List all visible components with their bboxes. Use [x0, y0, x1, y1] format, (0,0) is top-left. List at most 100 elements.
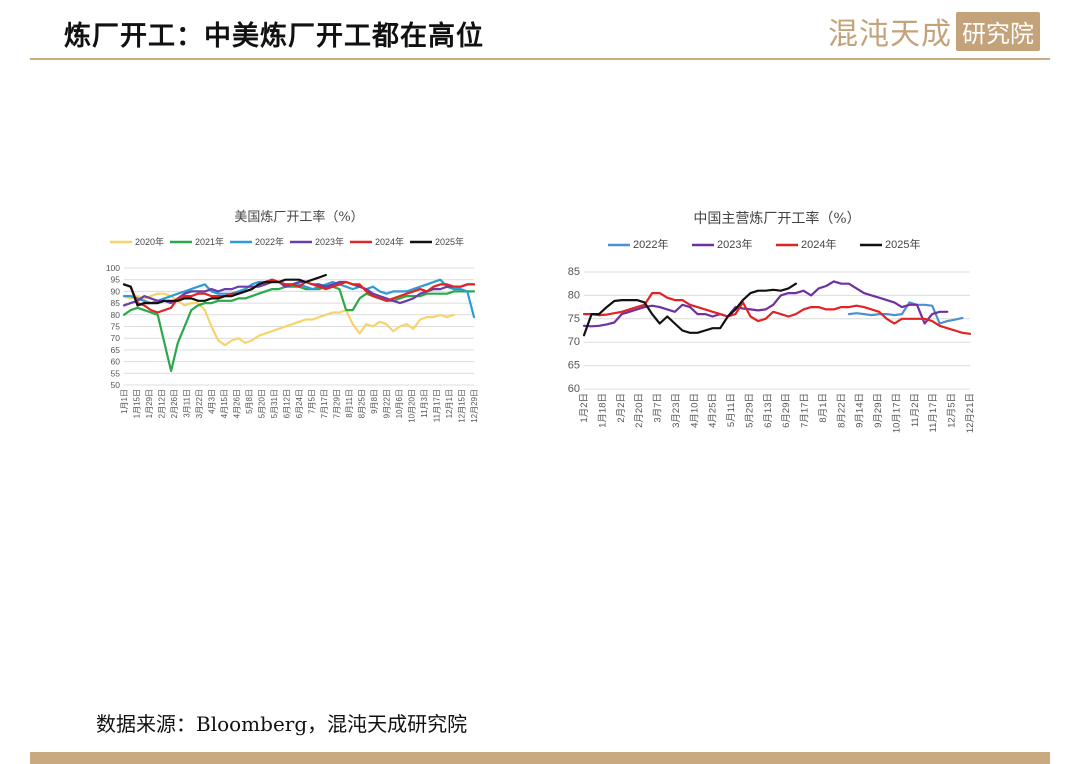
cn-x-tick-label: 12月5日	[947, 393, 958, 428]
cn-legend-label: 2025年	[885, 237, 920, 251]
us-x-tick-label: 8月11日	[345, 389, 354, 418]
us-x-tick-label: 2月26日	[170, 389, 179, 418]
us-x-tick-label: 12月29日	[470, 389, 479, 423]
cn-x-tick-label: 9月29日	[873, 393, 884, 428]
us-series-line-2025年	[122, 273, 327, 307]
footer-bar	[30, 752, 1050, 764]
us-refinery-chart: 美国炼厂开工率（%） 2020年 2021年 2022年 2023年 2024年 2025年…	[96, 195, 496, 445]
china-refinery-chart: 中国主营炼厂开工率（%） 2022年 2023年 2024年 2025年 60 65 70 75…	[540, 195, 990, 445]
china-refinery-chart-svg: 中国主营炼厂开工率（%） 2022年 2023年 2024年 2025年 60 65 70 75…	[568, 210, 976, 433]
cn-x-tick-label: 5月11日	[726, 393, 737, 427]
logo-text: 混沌天成	[828, 17, 952, 52]
header-divider	[30, 58, 1050, 60]
cn-x-tick-label: 8月1日	[818, 393, 829, 423]
cn-legend-label: 2024年	[801, 237, 836, 251]
us-x-tick-label: 1月1日	[120, 389, 129, 414]
us-x-tick-label: 3月11日	[183, 389, 192, 418]
cn-y-tick-label: 85	[568, 266, 580, 278]
cn-x-tick-label: 3月7日	[653, 393, 664, 423]
us-series-line-2024年	[122, 278, 476, 314]
cn-x-tick-label: 7月17日	[800, 393, 811, 428]
cn-x-tick-label: 8月22日	[836, 393, 847, 428]
us-x-tick-label: 7月17日	[320, 389, 329, 418]
us-y-tick-label: 85	[111, 298, 121, 308]
us-y-tick-label: 80	[111, 310, 121, 320]
cn-x-tick-label: 2月20日	[634, 393, 645, 428]
data-source: 数据来源：Bloomberg，混沌天成研究院	[96, 712, 468, 736]
cn-x-tick-label: 10月17日	[891, 393, 902, 433]
cn-y-tick-label: 60	[568, 383, 580, 395]
us-x-tick-label: 6月24日	[295, 389, 304, 418]
us-x-tick-label: 1月29日	[145, 389, 154, 418]
us-x-tick-label: 9月8日	[370, 389, 379, 414]
cn-x-tick-label: 6月29日	[781, 393, 792, 428]
us-legend-label: 2025年	[435, 236, 464, 247]
cn-legend-label: 2023年	[717, 237, 752, 251]
cn-series-line-2025年	[582, 282, 797, 337]
us-y-tick-label: 55	[111, 368, 121, 378]
us-legend-label: 2021年	[195, 236, 224, 247]
us-y-tick-label: 60	[111, 357, 121, 367]
us-x-tick-label: 1月15日	[133, 389, 142, 418]
cn-series-line-2023年	[582, 280, 949, 328]
cn-x-tick-label: 1月18日	[597, 393, 608, 428]
us-y-tick-label: 70	[111, 333, 121, 343]
cn-x-tick-label: 5月29日	[744, 393, 755, 428]
us-legend-label: 2024年	[375, 236, 404, 247]
us-y-tick-label: 90	[111, 286, 121, 296]
cn-x-tick-label: 4月25日	[708, 393, 719, 428]
us-refinery-chart-svg: 美国炼厂开工率（%） 2020年 2021年 2022年 2023年 2024年 2025年…	[106, 209, 479, 423]
us-x-tick-label: 6月12日	[283, 389, 292, 418]
us-x-tick-label: 2月12日	[158, 389, 167, 418]
cn-series-line-2024年	[582, 292, 972, 335]
page-title: 炼厂开工：中美炼厂开工都在高位	[64, 21, 484, 52]
cn-legend-label: 2022年	[633, 237, 668, 251]
cn-x-tick-label: 12月21日	[965, 393, 976, 433]
cn-x-tick-label: 9月14日	[855, 393, 866, 428]
us-y-tick-label: 100	[106, 263, 120, 273]
us-x-tick-label: 12月1日	[445, 389, 454, 418]
cn-x-tick-label: 6月13日	[763, 393, 774, 428]
us-x-tick-label: 4月26日	[233, 389, 242, 418]
cn-x-tick-label: 11月2日	[910, 393, 921, 427]
cn-x-tick-label: 11月17日	[928, 393, 939, 432]
us-x-tick-label: 4月3日	[208, 389, 217, 414]
us-y-tick-label: 65	[111, 345, 121, 355]
cn-x-tick-label: 3月23日	[671, 393, 682, 428]
us-x-tick-label: 5月8日	[245, 389, 254, 414]
cn-x-tick-label: 4月10日	[689, 393, 700, 428]
us-series-line-2022年	[122, 278, 476, 319]
us-x-tick-label: 8月25日	[358, 389, 367, 418]
cn-y-tick-label: 75	[568, 313, 580, 325]
us-x-tick-label: 5月20日	[258, 389, 267, 418]
us-x-tick-label: 10月6日	[395, 389, 404, 418]
cn-x-tick-label: 2月2日	[616, 393, 627, 423]
us-series-line-2023年	[122, 280, 476, 307]
us-x-tick-label: 3月22日	[195, 389, 204, 418]
us-x-tick-label: 7月29日	[333, 389, 342, 418]
cn-series-line-2022年	[847, 301, 964, 325]
logo-box: 研究院	[956, 11, 1040, 51]
cn-y-tick-label: 80	[568, 289, 580, 301]
brand-logo: 混沌天成 研究院	[828, 8, 1040, 54]
us-x-tick-label: 10月20日	[408, 389, 417, 423]
us-x-tick-label: 11月17日	[433, 389, 442, 422]
us-x-tick-label: 12月15日	[458, 389, 467, 423]
us-chart-title: 美国炼厂开工率（%）	[234, 209, 363, 225]
us-x-tick-label: 7月5日	[308, 389, 317, 414]
us-x-tick-label: 5月31日	[270, 389, 279, 418]
us-y-tick-label: 95	[111, 275, 121, 285]
us-legend-label: 2023年	[315, 236, 344, 247]
us-y-tick-label: 75	[111, 322, 121, 332]
cn-y-tick-label: 70	[568, 336, 580, 348]
us-y-tick-label: 50	[111, 380, 121, 390]
us-series-line-2020年	[122, 292, 455, 347]
cn-chart-title: 中国主营炼厂开工率（%）	[693, 210, 860, 227]
us-x-tick-label: 4月15日	[220, 389, 229, 418]
us-legend-label: 2022年	[255, 236, 284, 247]
us-legend-label: 2020年	[135, 236, 164, 247]
cn-x-tick-label: 1月2日	[579, 393, 590, 423]
us-x-tick-label: 9月22日	[383, 389, 392, 418]
us-x-tick-label: 11月3日	[420, 389, 429, 418]
cn-y-tick-label: 65	[568, 360, 580, 372]
